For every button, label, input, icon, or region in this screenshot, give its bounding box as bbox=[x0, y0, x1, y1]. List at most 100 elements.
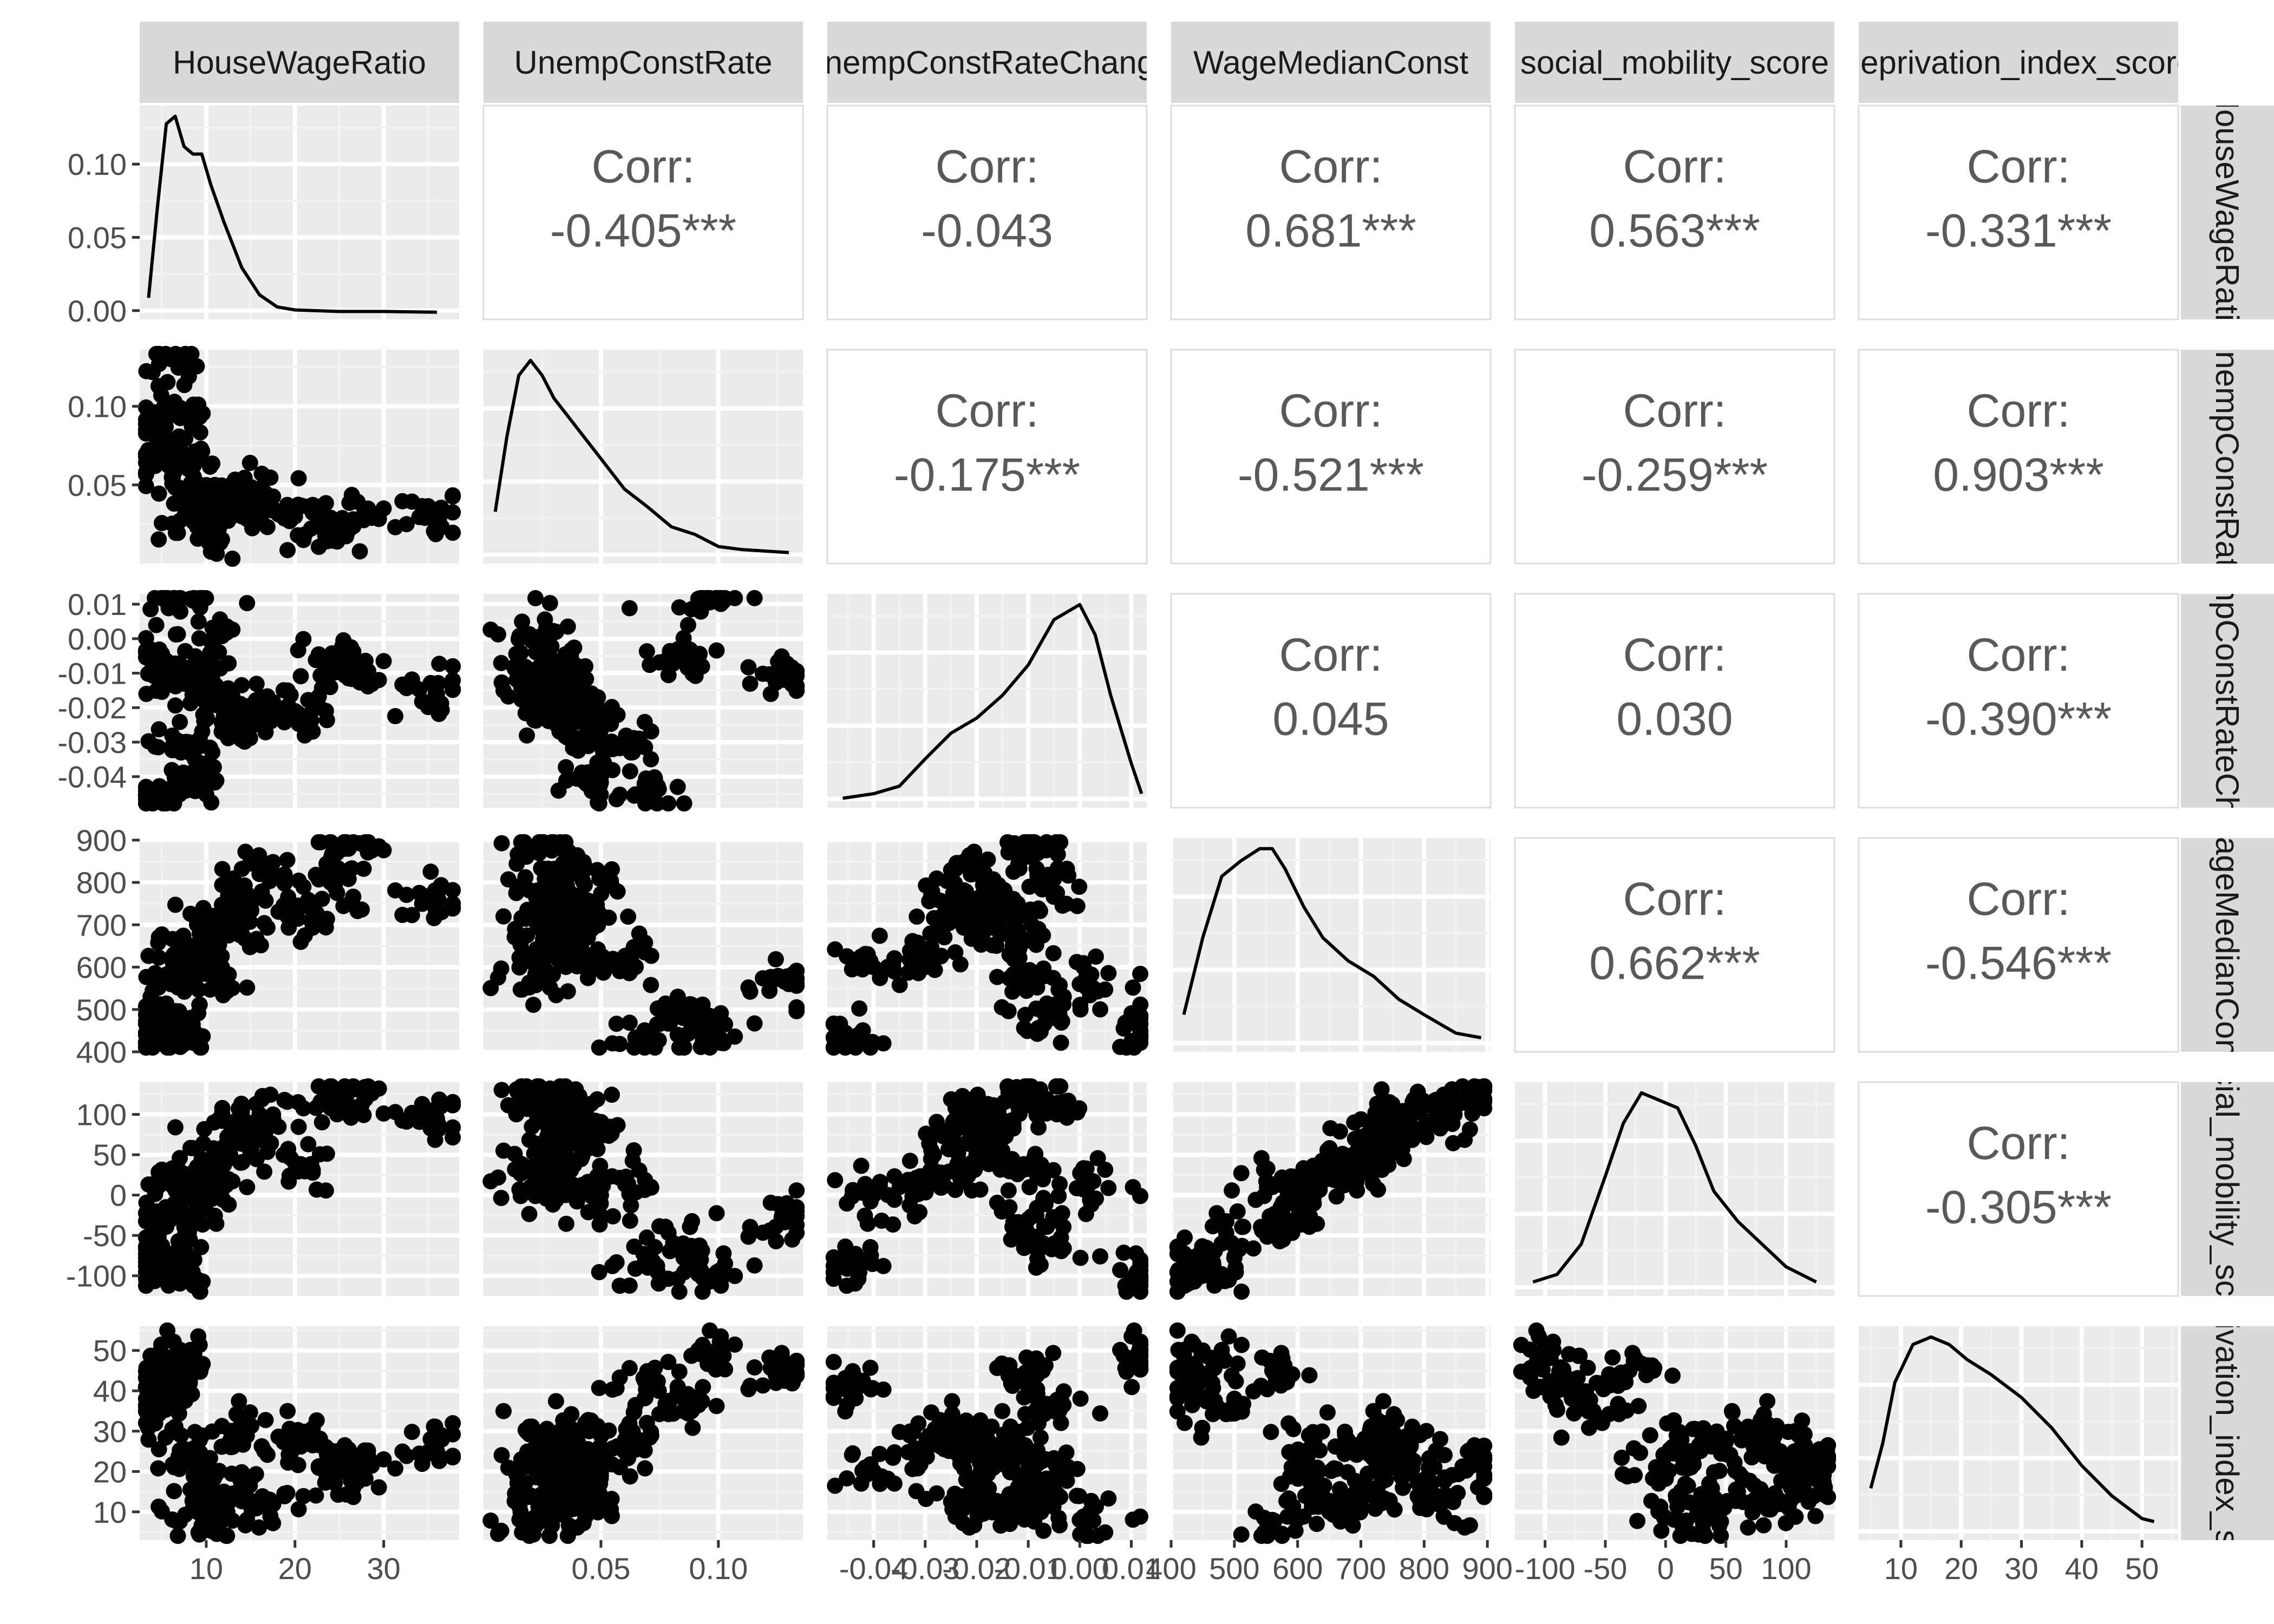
scatter-point bbox=[550, 782, 567, 799]
scatter-point bbox=[662, 643, 678, 659]
corr-label: Corr: bbox=[1623, 385, 1726, 437]
scatter-point bbox=[370, 510, 387, 527]
scatter-point bbox=[138, 1194, 155, 1211]
scatter-point bbox=[233, 731, 250, 748]
corr-label: Corr: bbox=[1966, 385, 2070, 437]
scatter-point bbox=[912, 1168, 929, 1184]
scatter-point bbox=[936, 929, 953, 946]
scatter-point bbox=[204, 619, 221, 636]
scatter-point bbox=[188, 663, 205, 679]
scatter-point bbox=[600, 703, 617, 720]
scatter-point bbox=[577, 658, 593, 675]
scatter-point bbox=[177, 1243, 194, 1260]
scatter-point bbox=[138, 630, 154, 646]
scatter-point bbox=[605, 1440, 622, 1457]
scatter-point bbox=[182, 1341, 199, 1358]
scatter-point bbox=[1028, 1259, 1044, 1276]
scatter-point bbox=[762, 968, 779, 985]
scatter-point bbox=[1218, 1213, 1235, 1229]
scatter-point bbox=[742, 676, 759, 692]
corr-label: Corr: bbox=[1279, 385, 1382, 437]
scatter-point bbox=[1118, 1363, 1135, 1380]
scatter-point bbox=[854, 1184, 871, 1201]
scatter-point bbox=[1247, 1503, 1264, 1520]
scatter-point bbox=[949, 1121, 965, 1137]
scatter-point bbox=[506, 929, 523, 946]
scatter-point bbox=[227, 1422, 244, 1439]
scatter-point bbox=[345, 1078, 362, 1095]
scatter-point bbox=[662, 1392, 678, 1409]
scatter-point bbox=[901, 1152, 918, 1169]
corr-value: -0.546*** bbox=[1925, 938, 2112, 990]
scatter-point bbox=[318, 855, 335, 872]
scatter-point bbox=[244, 520, 260, 536]
scatter-point bbox=[740, 1228, 757, 1245]
scatter-point bbox=[713, 1034, 729, 1051]
scatter-point bbox=[431, 656, 448, 672]
scatter-point bbox=[708, 1398, 725, 1415]
scatter-point bbox=[1352, 1111, 1369, 1128]
scatter-point bbox=[671, 599, 688, 615]
panel-r2-c3: Corr:0.045 bbox=[1170, 593, 1492, 809]
scatter-point bbox=[292, 933, 309, 950]
scatter-point bbox=[493, 1190, 509, 1206]
scatter-point bbox=[908, 1483, 925, 1499]
scatter-point bbox=[521, 681, 538, 698]
scatter-point bbox=[1030, 1415, 1047, 1432]
panel-r3-c3 bbox=[1169, 838, 1491, 1052]
corr-value: -0.405*** bbox=[550, 205, 736, 257]
scatter-point bbox=[445, 681, 461, 698]
scatter-point bbox=[524, 1180, 540, 1196]
scatter-point bbox=[638, 643, 655, 660]
scatter-point bbox=[604, 1508, 620, 1524]
scatter-point bbox=[241, 697, 258, 714]
scatter-point bbox=[430, 1446, 447, 1463]
scatter-point bbox=[1032, 1474, 1048, 1490]
scatter-point bbox=[642, 657, 658, 673]
scatter-point bbox=[313, 890, 330, 907]
scatter-point bbox=[150, 378, 167, 395]
scatter-point bbox=[1445, 1135, 1461, 1151]
scatter-point bbox=[1080, 1177, 1097, 1194]
scatter-point bbox=[911, 1204, 928, 1221]
scatter-point bbox=[1233, 1284, 1250, 1300]
scatter-point bbox=[375, 653, 392, 670]
scatter-point bbox=[1100, 1180, 1117, 1196]
scatter-point bbox=[1132, 966, 1148, 982]
scatter-point bbox=[1227, 1373, 1244, 1390]
scatter-point bbox=[308, 1181, 325, 1198]
scatter-point bbox=[214, 1508, 231, 1525]
scatter-point bbox=[708, 642, 725, 659]
scatter-point bbox=[1030, 900, 1047, 917]
panel-r3-c2 bbox=[825, 834, 1149, 1056]
scatter-point bbox=[605, 1208, 622, 1224]
scatter-point bbox=[669, 1378, 686, 1395]
scatter-point bbox=[1404, 1131, 1421, 1148]
panel-r0-c3: Corr:0.681*** bbox=[1170, 104, 1492, 320]
scatter-point bbox=[1375, 1393, 1391, 1410]
scatter-point bbox=[241, 455, 258, 472]
scatter-point bbox=[177, 430, 194, 447]
scatter-point bbox=[557, 676, 574, 692]
scatter-point bbox=[577, 1099, 594, 1116]
scatter-point bbox=[219, 917, 236, 934]
scatter-point bbox=[1169, 1322, 1186, 1339]
scatter-point bbox=[1097, 1161, 1114, 1178]
scatter-point bbox=[165, 737, 181, 754]
scatter-point bbox=[727, 1268, 743, 1285]
scatter-point bbox=[370, 838, 387, 855]
scatter-point bbox=[151, 1177, 167, 1194]
scatter-point bbox=[784, 1231, 801, 1248]
density-panel-background bbox=[483, 350, 803, 564]
corr-panel-background bbox=[1170, 349, 1492, 565]
scatter-point bbox=[445, 1415, 461, 1432]
scatter-point bbox=[1316, 1172, 1332, 1189]
scatter-point bbox=[375, 1105, 392, 1122]
scatter-point bbox=[755, 1224, 771, 1241]
scatter-point bbox=[243, 718, 260, 735]
scatter-point bbox=[1097, 1524, 1114, 1541]
scatter-point bbox=[886, 1444, 903, 1461]
scatter-point bbox=[589, 1418, 605, 1435]
scatter-point bbox=[340, 1441, 357, 1458]
